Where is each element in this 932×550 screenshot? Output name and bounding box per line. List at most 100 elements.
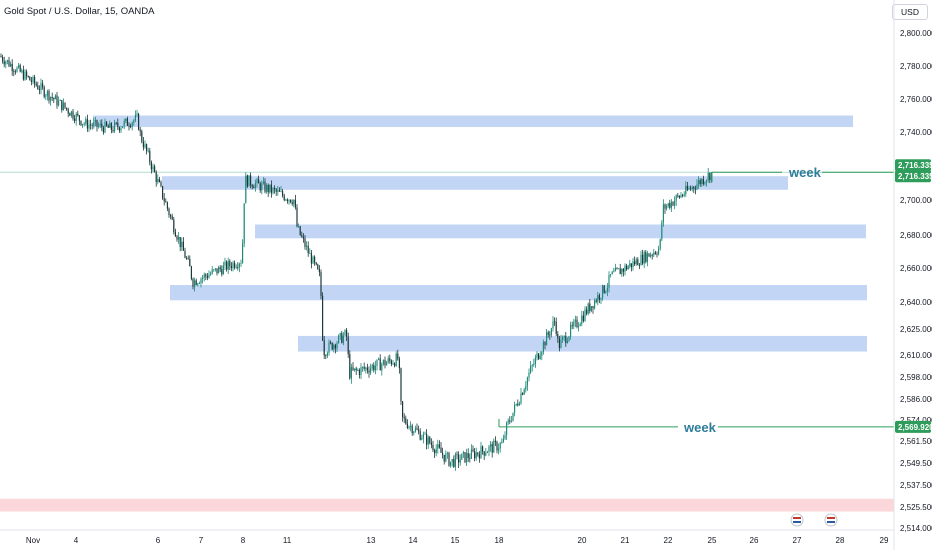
candle-body — [3, 61, 5, 65]
candle-body — [346, 330, 348, 337]
candle-body — [330, 342, 332, 344]
candle-body — [59, 100, 61, 101]
candle-body — [48, 90, 50, 101]
price-tick-label: 2,780.000 — [900, 62, 932, 71]
time-tick-label: 15 — [451, 536, 460, 545]
candle-body — [392, 363, 394, 365]
candle-body — [685, 185, 687, 195]
candle-body — [37, 85, 39, 90]
candle-body — [235, 266, 237, 268]
candle-body — [696, 184, 698, 190]
candle-body — [22, 70, 24, 80]
candle-body — [104, 121, 106, 133]
candle-body — [323, 340, 325, 356]
candle-body — [229, 261, 231, 267]
candle-body — [54, 95, 56, 100]
candle-body — [598, 295, 600, 300]
candle-body — [602, 285, 604, 298]
candle-body — [582, 315, 584, 321]
candle-body — [160, 182, 162, 187]
currency-button[interactable]: USD — [892, 4, 928, 20]
candle-body — [307, 245, 309, 254]
candle-body — [653, 252, 655, 256]
candle-body — [656, 253, 658, 255]
price-axis: 2,800.000 2,780.000 2,760.000 2,740.000 2,70… — [893, 0, 932, 550]
candle-body — [702, 179, 704, 184]
candle-body — [614, 268, 616, 272]
candle-body — [88, 124, 90, 129]
time-tick-label: Nov — [26, 536, 40, 545]
candle-body — [643, 252, 645, 264]
candle-body — [288, 199, 290, 202]
candle-body — [166, 202, 168, 209]
candle-body — [211, 269, 213, 274]
candle-body — [126, 118, 128, 126]
candle-body — [43, 87, 45, 97]
candle-body — [35, 83, 37, 86]
candle-body — [426, 433, 428, 445]
candle-body — [384, 359, 386, 366]
candle-body — [278, 190, 280, 192]
candle-body — [109, 123, 111, 128]
candle-body — [56, 95, 58, 106]
candle-body — [629, 263, 631, 267]
candle-body — [110, 123, 112, 130]
candle-body — [38, 89, 40, 91]
candle-body — [632, 261, 634, 268]
candle-body — [530, 366, 532, 373]
candle-body — [210, 273, 212, 275]
candle-body — [538, 353, 540, 359]
candle-body — [678, 195, 680, 198]
candle-body — [218, 267, 220, 274]
candle-body — [680, 195, 682, 198]
candle-body — [411, 425, 413, 434]
candle-body — [571, 325, 573, 327]
chart-title: Gold Spot / U.S. Dollar, 15, OANDA — [4, 6, 155, 17]
candle-body — [192, 278, 194, 287]
candle-body — [622, 268, 624, 272]
candle-body — [306, 245, 308, 247]
time-tick-label: 8 — [241, 536, 246, 545]
candle-body — [66, 107, 68, 110]
candle-body — [456, 454, 458, 456]
candle-body — [526, 377, 528, 386]
candle-body — [325, 355, 327, 357]
time-tick-label: 11 — [283, 536, 292, 545]
candle-body — [267, 185, 269, 193]
candle-body — [646, 253, 648, 262]
candle-body — [347, 336, 349, 355]
candle-body — [458, 454, 460, 463]
candle-body — [326, 353, 328, 356]
candle-body — [251, 185, 253, 188]
candle-body — [142, 141, 144, 148]
candle-body — [502, 438, 504, 443]
candle-body — [608, 275, 610, 288]
candle-body — [341, 333, 343, 343]
time-tick-label: 21 — [621, 536, 630, 545]
candle-body — [222, 265, 224, 275]
time-tick-label: 18 — [495, 536, 504, 545]
candle-body — [499, 443, 501, 449]
candle-body — [290, 199, 292, 203]
candle-body — [389, 358, 391, 361]
candle-body — [421, 438, 423, 440]
candle-body — [555, 321, 557, 334]
candle-body — [131, 122, 133, 127]
candle-body — [280, 191, 282, 192]
candle-body — [370, 368, 372, 373]
candle-body — [136, 113, 138, 116]
candle-body — [365, 367, 367, 369]
candle-body — [432, 444, 434, 451]
price-tag-current — [895, 159, 931, 172]
candle-body — [414, 428, 416, 432]
candle-body — [272, 188, 274, 193]
candle-body — [533, 364, 535, 366]
candle-body — [152, 166, 154, 170]
candle-body — [45, 95, 47, 97]
week-label-lower: week — [683, 420, 717, 435]
candle-body — [704, 181, 706, 184]
zone-support — [298, 335, 867, 352]
candle-body — [230, 266, 232, 269]
candle-body — [150, 162, 152, 170]
